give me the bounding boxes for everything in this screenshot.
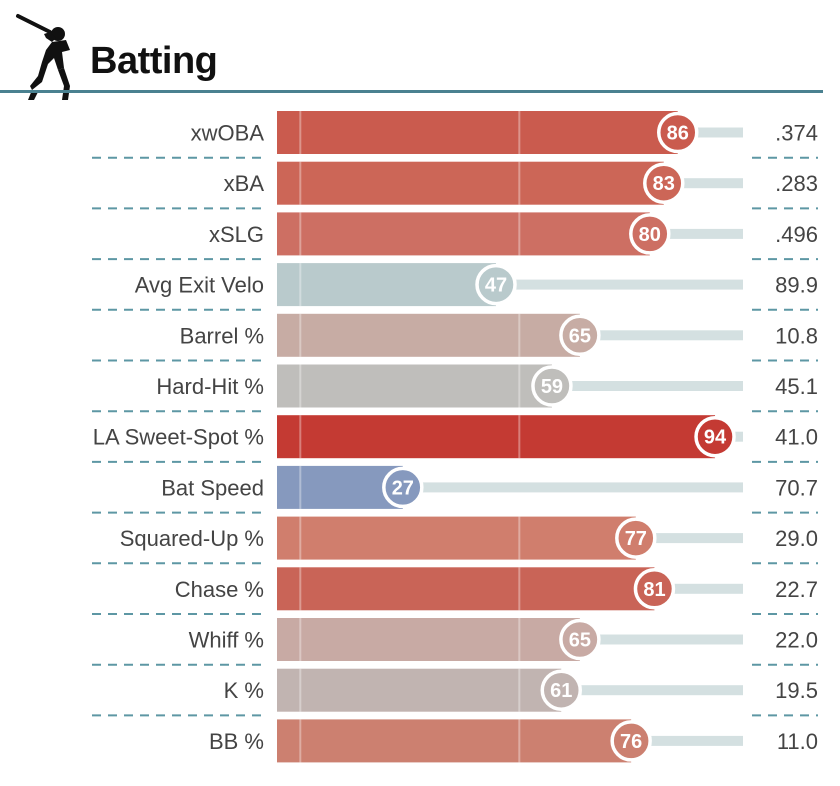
metric-value: 19.5 [775, 678, 818, 703]
percentile-track [635, 533, 743, 544]
percentile-label: 65 [569, 630, 591, 652]
metric-value: 70.7 [775, 475, 818, 500]
metric-label: Avg Exit Velo [135, 273, 264, 298]
percentile-marker [633, 568, 676, 610]
metric-label: Hard-Hit % [156, 374, 264, 399]
percentile-bar [277, 516, 636, 560]
metric-value: .283 [775, 171, 818, 196]
metric-value: .496 [775, 222, 818, 247]
metric-value: 41.0 [775, 425, 818, 450]
percentile-marker [475, 263, 517, 306]
metric-row: 27 Bat Speed 70.7 [92, 460, 818, 509]
percentile-marker [559, 314, 601, 357]
percentile-marker [559, 618, 601, 661]
percentile-marker [610, 720, 652, 762]
percentile-bar [277, 465, 403, 509]
metric-label: K % [224, 678, 264, 703]
metric-row: 94 LA Sweet-Spot % 41.0 [92, 410, 818, 459]
percentile-bar [277, 415, 716, 459]
metric-label: xBA [224, 171, 265, 196]
metric-label: Whiff % [189, 628, 264, 653]
metric-row: 83 xBA .283 [92, 156, 818, 205]
percentile-track [496, 279, 743, 290]
metric-label: xwOBA [191, 121, 265, 146]
metric-row: 59 Hard-Hit % 45.1 [92, 359, 818, 408]
percentile-label: 77 [625, 528, 647, 550]
percentile-label: 94 [704, 427, 727, 449]
percentile-track [677, 127, 743, 138]
metric-value: 89.9 [775, 273, 818, 298]
metric-row: 76 BB % 11.0 [92, 714, 818, 763]
percentile-track [663, 178, 743, 189]
percentile-marker [382, 466, 424, 509]
percentile-bar [277, 719, 632, 763]
metric-label: LA Sweet-Spot % [93, 425, 264, 450]
metric-row: 65 Whiff % 22.0 [92, 613, 818, 661]
header: Batting [0, 0, 840, 100]
metric-row: 47 Avg Exit Velo 89.9 [92, 258, 818, 307]
metric-value: .374 [775, 121, 818, 146]
percentile-marker [643, 162, 685, 204]
metric-value: 10.8 [775, 323, 818, 348]
metric-row: 65 Barrel % 10.8 [92, 308, 818, 357]
percentile-bar [277, 212, 650, 256]
metric-row: 81 Chase % 22.7 [92, 562, 818, 611]
percentile-label: 47 [485, 275, 507, 297]
percentile-label: 86 [667, 123, 689, 145]
percentile-marker [540, 669, 583, 711]
metric-value: 22.7 [775, 577, 818, 602]
percentile-track [561, 685, 743, 696]
percentile-marker [657, 111, 699, 154]
percentile-marker [531, 365, 573, 407]
percentile-bar [277, 111, 678, 154]
percentile-track [551, 381, 743, 391]
metric-row: 77 Squared-Up % 29.0 [92, 511, 818, 560]
metric-row: 86 xwOBA .374 [191, 111, 818, 154]
percentile-bar [277, 313, 580, 357]
percentile-label: 65 [569, 325, 591, 347]
page-title: Batting [90, 40, 218, 82]
metric-value: 29.0 [775, 526, 818, 551]
metric-row: 80 xSLG .496 [92, 207, 818, 256]
percentile-track [631, 735, 743, 746]
percentile-label: 81 [643, 579, 665, 601]
percentile-label: 27 [392, 477, 414, 499]
percentile-track [579, 634, 743, 645]
metric-value: 11.0 [777, 729, 818, 754]
percentile-bar [277, 668, 562, 712]
percentile-track [579, 330, 743, 341]
percentile-label: 80 [639, 224, 661, 246]
percentile-marker [694, 415, 736, 458]
percentile-marker [615, 517, 657, 559]
percentile-bar [277, 263, 497, 307]
metric-label: xSLG [209, 222, 264, 247]
metric-label: BB % [209, 729, 264, 754]
percentile-label: 83 [653, 173, 675, 195]
percentile-marker [629, 213, 671, 255]
percentile-track [402, 482, 743, 493]
percentile-bar-chart: 86 xwOBA .374 83 xBA .283 80 xSLG .496 47 Avg Exit… [92, 111, 818, 763]
percentile-bar [277, 618, 580, 661]
percentile-bar [277, 364, 552, 408]
percentile-label: 61 [550, 680, 572, 702]
percentile-label: 59 [541, 376, 563, 398]
metric-label: Bat Speed [161, 475, 264, 500]
metric-value: 22.0 [775, 628, 818, 653]
metric-label: Barrel % [180, 323, 264, 348]
metric-label: Chase % [175, 577, 264, 602]
metric-value: 45.1 [775, 374, 818, 399]
header-divider [0, 90, 823, 93]
metric-label: Squared-Up % [120, 526, 264, 551]
percentile-track [649, 228, 743, 239]
percentile-bar [277, 161, 664, 205]
percentile-label: 76 [620, 731, 642, 753]
percentile-track [654, 583, 743, 594]
metric-row: 61 K % 19.5 [92, 663, 818, 712]
percentile-bar [277, 567, 655, 611]
